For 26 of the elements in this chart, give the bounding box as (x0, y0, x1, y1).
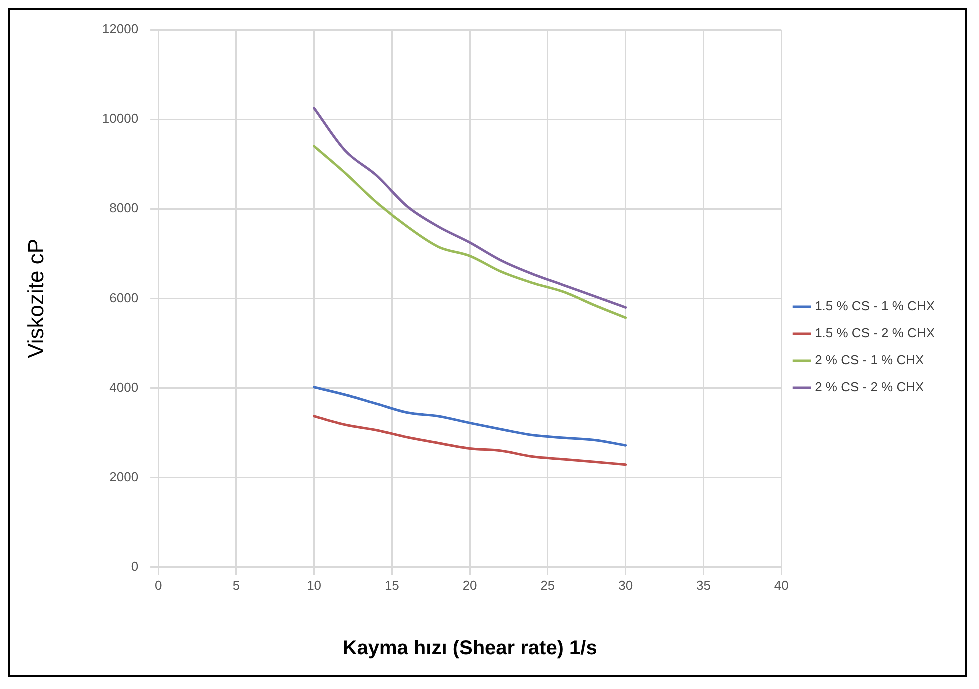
y-tick-label: 4000 (110, 380, 139, 395)
x-tick-label: 40 (774, 578, 789, 593)
y-tick-label: 2000 (110, 469, 139, 484)
line-series (313, 107, 628, 309)
line-series (313, 386, 628, 447)
x-tick-label: 5 (232, 578, 240, 593)
x-axis-title: Kayma hızı (Shear rate) 1/s (342, 638, 598, 660)
x-tick-label: 10 (307, 578, 322, 593)
y-tick-label: 6000 (110, 290, 139, 306)
x-tick-label: 20 (462, 578, 478, 593)
legend-label: 1.5 % CS - 1 % CHX (815, 298, 936, 314)
legend-label: 2 % CS - 1 % CHX (815, 352, 924, 368)
y-tick-label: 0 (131, 558, 139, 574)
legend-label: 2 % CS - 2 % CHX (815, 380, 924, 395)
y-tick-label: 10000 (102, 111, 139, 126)
y-axis-title: Viskozite cP (23, 238, 48, 358)
legend-label: 1.5 % CS - 2 % CHX (815, 326, 936, 341)
line-series (313, 415, 628, 466)
y-tick-label: 12000 (102, 22, 139, 37)
x-tick-label: 25 (540, 578, 556, 593)
y-tick-label: 8000 (110, 200, 139, 216)
x-tick-label: 35 (696, 578, 711, 593)
x-tick-label: 30 (618, 578, 634, 593)
x-tick-label: 0 (154, 578, 162, 593)
line-series (313, 145, 628, 320)
x-tick-label: 15 (384, 578, 400, 593)
